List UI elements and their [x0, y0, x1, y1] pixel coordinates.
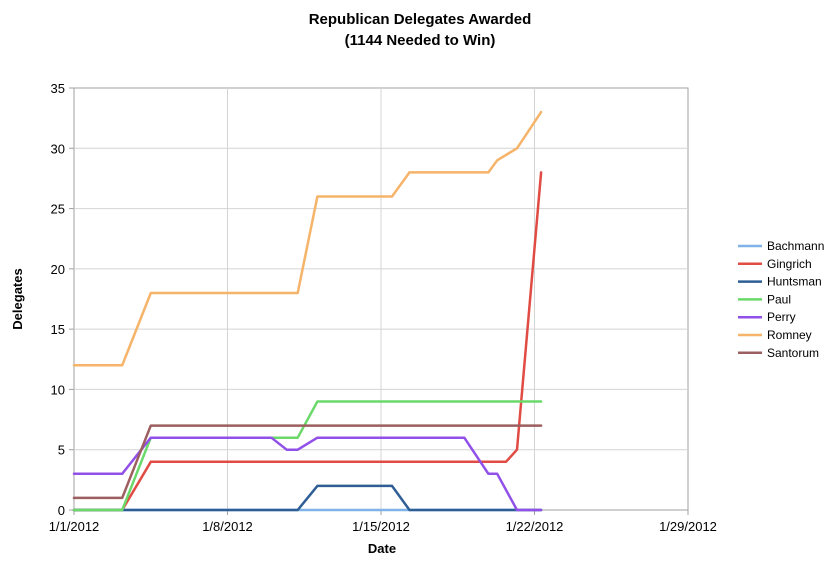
y-tick-label: 5 [58, 443, 65, 458]
series-line-perry [72, 436, 543, 512]
gridlines [74, 88, 688, 510]
y-tick-label: 15 [51, 322, 65, 337]
x-tick-label: 1/22/2012 [506, 519, 564, 534]
y-axis-label: Delegates [10, 268, 25, 329]
x-tick-label: 1/29/2012 [659, 519, 717, 534]
x-axis-label: Date [368, 541, 396, 556]
series-lines [72, 110, 543, 512]
legend-label-bachmann: Bachmann [767, 239, 824, 253]
legend-label-romney: Romney [767, 328, 812, 342]
series-line-romney [72, 110, 543, 367]
legend-label-paul: Paul [767, 292, 791, 306]
legend-label-gingrich: Gingrich [767, 257, 812, 271]
x-tick-label: 1/8/2012 [202, 519, 253, 534]
y-tick-label: 25 [51, 202, 65, 217]
legend-label-santorum: Santorum [767, 346, 819, 360]
chart-subtitle: (1144 Needed to Win) [345, 32, 496, 49]
y-tick-label: 20 [51, 262, 65, 277]
y-tick-label: 30 [51, 141, 65, 156]
y-axis-ticks: 0 5 10 15 20 25 30 35 [51, 81, 74, 518]
legend: Bachmann Gingrich Huntsman Paul Perry Romney S… [738, 239, 824, 360]
x-tick-label: 1/15/2012 [352, 519, 410, 534]
y-tick-label: 10 [51, 382, 65, 397]
chart-title: Republican Delegates Awarded [309, 11, 532, 28]
series-line-santorum [72, 424, 543, 500]
x-axis-ticks: 1/1/2012 1/8/2012 1/15/2012 1/22/2012 1/29/2… [49, 510, 717, 534]
legend-label-huntsman: Huntsman [767, 275, 822, 289]
series-line-huntsman [72, 484, 543, 512]
y-tick-label: 35 [51, 81, 65, 96]
x-tick-label: 1/1/2012 [49, 519, 100, 534]
y-tick-label: 0 [58, 503, 65, 518]
legend-label-perry: Perry [767, 310, 796, 324]
